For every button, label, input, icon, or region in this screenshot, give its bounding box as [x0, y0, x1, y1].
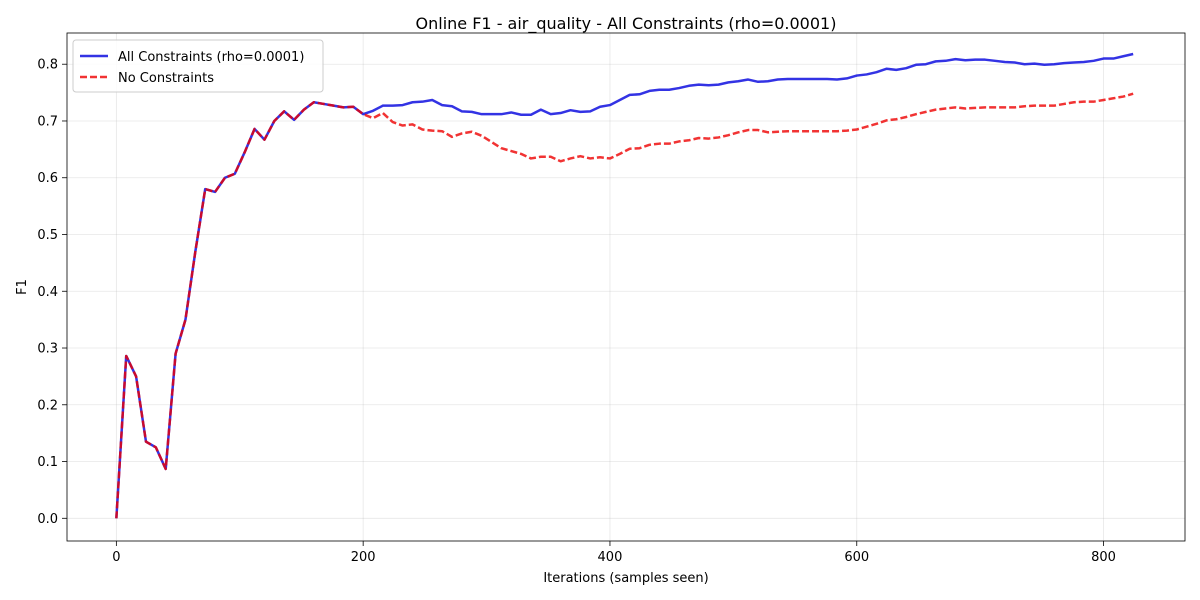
x-tick-label: 200: [351, 550, 376, 565]
legend-box: [72, 39, 324, 93]
grid: [67, 33, 1185, 541]
x-tick-label: 400: [598, 550, 623, 565]
series-line-all-constraints: [115, 52, 1134, 519]
y-tick-label: 0.1: [37, 455, 58, 470]
x-axis: 0 200 400 600 800: [112, 541, 1116, 565]
x-tick-label: 0: [112, 550, 120, 565]
legend-label-no-constraints: No Constraints: [118, 71, 214, 86]
legend: All Constraints (rho=0.0001) No Constrai…: [72, 39, 324, 93]
series-line-no-constraints: [115, 92, 1134, 519]
y-tick-label: 0.5: [37, 228, 58, 243]
x-tick-label: 600: [844, 550, 869, 565]
plot-frame: [66, 32, 1186, 542]
legend-label-all-constraints: All Constraints (rho=0.0001): [118, 50, 304, 65]
y-tick-label: 0.8: [37, 58, 58, 73]
x-axis-label: Iterations (samples seen): [543, 571, 708, 586]
y-tick-label: 0.2: [37, 398, 58, 413]
x-tick-label: 800: [1091, 550, 1116, 565]
y-axis: 0.0 0.1 0.2 0.3 0.4 0.5 0.6 0.7 0.8: [37, 58, 67, 527]
y-tick-label: 0.7: [37, 114, 58, 129]
y-tick-label: 0.0: [37, 512, 58, 527]
y-axis-label: F1: [15, 279, 30, 295]
y-tick-label: 0.6: [37, 171, 58, 186]
series-layer: [115, 52, 1134, 519]
y-tick-label: 0.3: [37, 342, 58, 357]
chart-title: Online F1 - air_quality - All Constraint…: [416, 14, 837, 34]
y-tick-label: 0.4: [37, 285, 58, 300]
